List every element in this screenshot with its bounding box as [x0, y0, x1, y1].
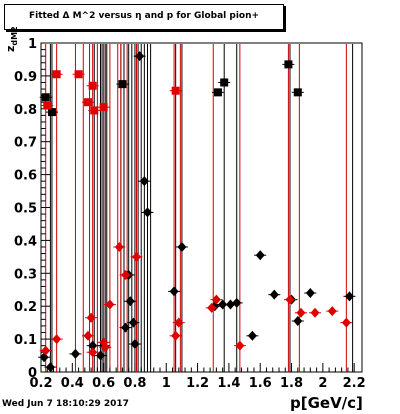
- x-tick-label: 0.8: [123, 376, 146, 391]
- diamond-marker: [296, 307, 306, 318]
- x-tick-label: 1.4: [217, 376, 240, 391]
- diamond-marker: [142, 207, 152, 218]
- square-marker: [99, 103, 108, 112]
- diamond-marker: [169, 286, 179, 297]
- diamond-marker: [130, 339, 140, 350]
- y-tick-label: 0.1: [14, 333, 37, 348]
- x-tick-label: 1.2: [186, 376, 209, 391]
- diamond-marker: [96, 350, 106, 361]
- diamond-marker: [344, 291, 354, 302]
- diamond-marker: [232, 297, 242, 308]
- y-axis-label-sub: dM2: [10, 26, 20, 46]
- y-tick-label: 0.8: [14, 103, 37, 118]
- square-marker: [293, 88, 302, 97]
- square-marker: [220, 78, 229, 87]
- diamond-marker: [174, 317, 184, 328]
- diamond-marker: [41, 345, 51, 356]
- x-tick-label: 0.2: [29, 376, 52, 391]
- y-axis-label-main: z: [4, 45, 17, 52]
- y-tick-label: 1: [28, 37, 37, 52]
- data-points: [38, 51, 356, 373]
- diamond-marker: [121, 322, 131, 333]
- square-marker: [52, 70, 61, 79]
- square-marker: [90, 106, 99, 115]
- diamond-marker: [305, 288, 315, 299]
- diamond-marker: [218, 299, 228, 310]
- diamond-marker: [45, 362, 55, 373]
- diamond-marker: [88, 340, 98, 351]
- axis-ticks: 0.2 0.4 0.6 0.8 1 1.2 1.4 1.6 1.8 2 2.2 0 0.1 0.2 0.3 0…: [14, 37, 366, 391]
- diamond-marker: [114, 241, 124, 252]
- diamond-marker: [293, 316, 303, 327]
- timestamp: Wed Jun 7 18:10:29 2017: [2, 399, 129, 409]
- square-marker: [74, 70, 83, 79]
- diamond-marker: [225, 299, 235, 310]
- diamond-marker: [171, 330, 181, 341]
- diamond-marker: [121, 269, 131, 280]
- diamond-marker: [211, 294, 221, 305]
- diamond-marker: [135, 51, 145, 62]
- diamond-marker: [139, 176, 149, 187]
- y-tick-label: 0.6: [14, 169, 37, 184]
- x-tick-label: 1: [162, 376, 171, 391]
- chart-title: Fitted Δ M^2 versus η and p for Global p…: [28, 11, 260, 21]
- square-marker: [284, 60, 293, 69]
- x-tick-label: 1.8: [280, 376, 303, 391]
- diamond-marker: [128, 317, 138, 328]
- square-marker: [88, 81, 97, 90]
- diamond-marker: [327, 306, 337, 317]
- x-tick-label: 0.4: [61, 376, 84, 391]
- diamond-marker: [255, 250, 265, 261]
- diamond-marker: [100, 342, 110, 353]
- y-axis-label: zdM2: [4, 26, 19, 52]
- diamond-marker: [207, 302, 217, 313]
- diamond-marker: [105, 299, 115, 310]
- diamond-marker: [247, 330, 257, 341]
- x-axis-label: p[GeV/c]: [290, 394, 363, 412]
- square-marker: [41, 93, 50, 102]
- title-box: Fitted Δ M^2 versus η and p for Global p…: [4, 4, 284, 30]
- y-tick-label: 0.5: [14, 202, 37, 217]
- diamond-marker: [86, 312, 96, 323]
- diamond-marker: [341, 317, 351, 328]
- y-tick-label: 0.2: [14, 300, 37, 315]
- diamond-marker: [88, 347, 98, 358]
- y-tick-label: 0.3: [14, 267, 37, 282]
- diamond-marker: [177, 241, 187, 252]
- diamond-marker: [285, 294, 295, 305]
- y-tick-label: 0.7: [14, 136, 37, 151]
- x-tick-label: 2: [318, 376, 327, 391]
- diamond-marker: [70, 348, 80, 359]
- y-tick-label: 0.4: [14, 234, 37, 249]
- diamond-marker: [310, 307, 320, 318]
- diamond-marker: [269, 289, 279, 300]
- x-tick-label: 1.6: [249, 376, 272, 391]
- square-marker: [83, 98, 92, 107]
- x-tick-label: 2.2: [343, 376, 366, 391]
- diamond-marker: [235, 340, 245, 351]
- diamond-marker: [125, 296, 135, 307]
- square-marker: [43, 101, 52, 110]
- square-marker: [213, 88, 222, 97]
- y-tick-label: 0: [28, 366, 37, 381]
- square-marker: [171, 86, 180, 95]
- vertical-lines: [45, 44, 354, 372]
- diamond-marker: [83, 330, 93, 341]
- diamond-marker: [52, 334, 62, 345]
- y-tick-label: 0.9: [14, 70, 37, 85]
- diamond-marker: [132, 251, 142, 262]
- x-tick-label: 0.6: [92, 376, 115, 391]
- square-marker: [118, 80, 127, 89]
- square-marker: [47, 108, 56, 117]
